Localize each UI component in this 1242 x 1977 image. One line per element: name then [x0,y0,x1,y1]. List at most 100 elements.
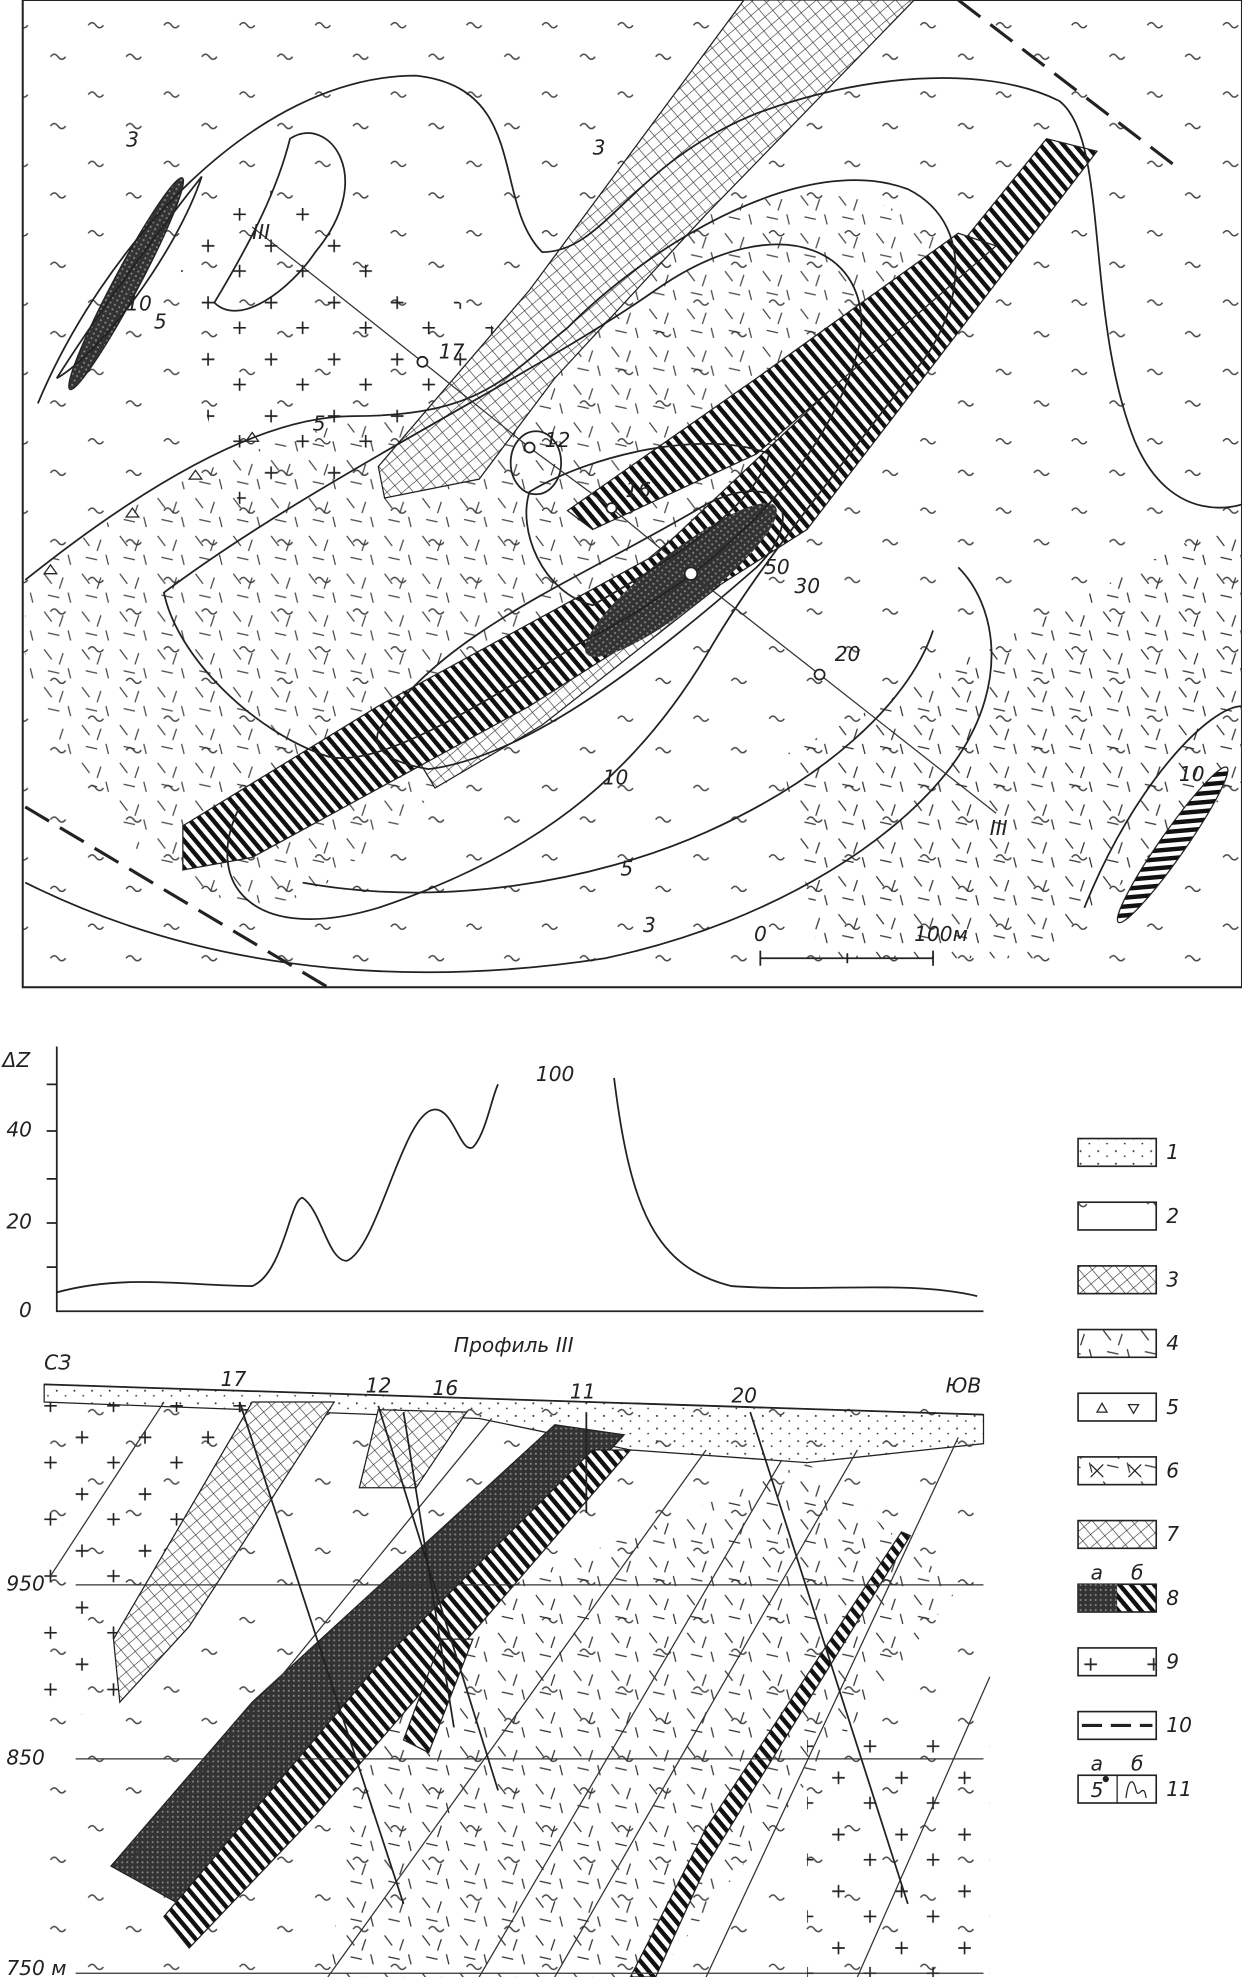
legend-item: 9 [1077,1647,1179,1677]
legend-swatch [1077,1647,1158,1677]
legend-sub-label: б [1131,1752,1143,1776]
graph-axes [46,1046,984,1313]
contacts [49,1401,991,1977]
contour-label: 30 [794,574,820,598]
zone-5 [187,469,203,480]
contour-label: 5 [154,309,167,333]
borehole-markers [416,355,826,681]
legend-symbol [1116,1775,1147,1804]
legend-number: 2 [1166,1204,1179,1228]
fault [957,0,1174,166]
tick-label: 40 [6,1117,32,1141]
anomaly-curve [613,1077,978,1298]
contour-label: 10 [603,766,629,790]
legend-swatch [1077,1328,1158,1359]
contour-lines [24,179,957,920]
zone-5 [124,507,140,518]
borehole-label: 16 [433,1376,459,1400]
borehole-markers [523,441,536,454]
legend-number: 9 [1166,1650,1179,1674]
borehole-traces [402,1412,455,1728]
borehole-label: 17 [439,340,465,364]
scale-label: 0 [754,922,767,946]
borehole-traces [377,1405,499,1791]
profile-line-label: III [252,220,270,244]
zone-9 [806,1739,990,1977]
contour-lines [24,566,993,974]
borehole-label: 20 [835,642,861,666]
contour-lines [1083,705,1242,909]
legend-symbol [1102,1775,1109,1783]
legend-swatch [1078,1584,1118,1612]
legend-number: 10 [1166,1713,1192,1737]
legend-number: 11 [1166,1777,1192,1801]
zone-5 [42,563,58,575]
depth-label: 750 м [6,1956,66,1977]
legend-number: 7 [1166,1522,1179,1546]
legend-item: 8 а б [1077,1561,1179,1613]
zone-8b [182,137,1099,871]
legend-swatch [1077,1265,1158,1295]
borehole-label: 20 [731,1384,757,1408]
scale-bar [759,950,934,966]
legend-item: 1 [1077,1137,1179,1168]
zone-8b [566,232,998,531]
borehole-label: 16 [625,478,651,502]
legend-number: 4 [1166,1331,1179,1355]
anomaly-graph: ΔZ 40 20 0 100 [1,1046,984,1322]
legend-item: 2 [1077,1201,1179,1231]
contour-lines [24,74,1242,974]
borehole-markers [813,668,826,681]
zone-8a [68,177,185,391]
direction-label: ЮВ [946,1373,982,1397]
legend-number: 6 [1166,1459,1179,1483]
borehole-markers [605,502,618,515]
legend-item: 11 а б 5 [1077,1752,1192,1804]
borehole-traces [238,1401,909,1905]
borehole-label: 17 [221,1367,247,1391]
zone-4 [327,1462,959,1977]
borehole-markers [683,566,699,581]
legend-symbol [1095,1402,1140,1415]
legend-item: 6 [1077,1456,1179,1486]
contour-lines [525,442,771,607]
contour-label: 3 [593,135,606,159]
zone-8b [402,1638,474,1754]
contour-label: 3 [126,128,139,152]
depth-label: 950 [6,1571,44,1595]
legend-swatch [1077,1201,1158,1231]
borehole-markers [416,355,429,368]
legend: 1 2 3 4 5 6 7 8 а б 9 10 11 а б 5 [1077,1137,1192,1804]
contour-line [509,430,562,496]
legend-item: 7 [1077,1519,1179,1550]
profile-line-label: III [990,816,1008,840]
legend-symbol [1090,1464,1142,1478]
fault [24,805,329,989]
legend-sub-label: б [1131,1561,1143,1585]
contacts [49,1401,991,1977]
legend-swatch [1077,1456,1158,1486]
direction-label: СЗ [44,1351,71,1375]
anomaly-curve [56,1083,499,1294]
borehole-traces [749,1411,909,1905]
geological-section: Профиль III СЗ ЮВ 17 12 16 11 20 950 850… [6,1333,991,1977]
contour-label: 10 [1179,762,1205,786]
contour-label: 10 [126,292,152,316]
contour-lines [213,132,347,312]
axis-title: ΔZ [1,1048,32,1072]
contour-label: 5 [313,411,326,435]
contour-label: 50 [764,555,790,579]
zone-4 [781,529,1242,959]
zone-8b [629,1531,912,1977]
legend-number: 1 [1166,1140,1179,1164]
contour-label: 3 [643,913,656,937]
legend-swatch [1077,1137,1158,1168]
depth-lines [75,1584,984,1974]
legend-item: 4 [1077,1328,1179,1359]
scale-label: 100м [914,922,968,946]
legend-swatch [1077,1392,1158,1422]
tick-label: 20 [6,1210,32,1234]
ground-surface [44,1383,984,1416]
